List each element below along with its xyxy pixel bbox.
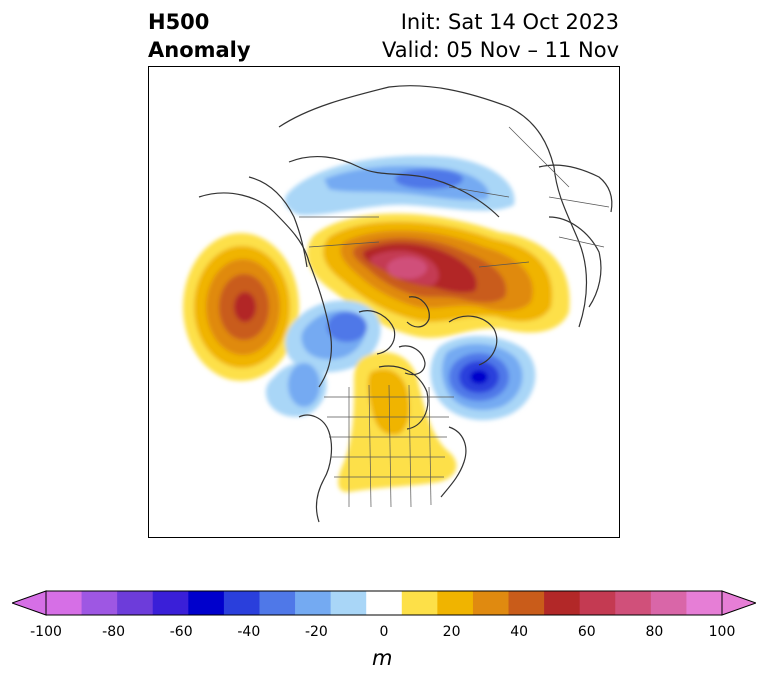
map-svg — [183, 85, 613, 523]
map-dates: Init: Sat 14 Oct 2023 Valid: 05 Nov – 11… — [382, 8, 619, 64]
trough-gulf-of-alaska — [285, 300, 381, 373]
colorbar-tick-label: -80 — [102, 624, 126, 640]
colorbar — [12, 590, 756, 616]
colorbar-segment — [615, 591, 652, 615]
anomaly-map — [148, 66, 620, 538]
colorbar-segment — [152, 591, 189, 615]
colorbar-tick-label: 100 — [708, 624, 736, 640]
variable-label: H500 — [148, 10, 210, 34]
coastlines — [198, 85, 613, 523]
colorbar-segment — [46, 591, 83, 615]
colorbar-tick-label: 60 — [577, 624, 596, 640]
colorbar-segment — [650, 591, 687, 615]
colorbar-segment — [686, 591, 723, 615]
colorbar-segment — [188, 591, 225, 615]
colorbar-ticks: -100 -80 -60 -40 -20 0 20 40 60 80 100 — [0, 624, 768, 644]
colorbar-tick-label: 0 — [379, 624, 389, 640]
trough-greenland-south — [430, 335, 536, 421]
colorbar-tick-label: -60 — [169, 624, 193, 640]
colorbar-segment — [401, 591, 438, 615]
colorbar-frame — [45, 590, 723, 616]
valid-range: Valid: 05 Nov – 11 Nov — [382, 38, 619, 62]
colorbar-segment — [366, 591, 403, 615]
colorbar-under-arrow — [12, 590, 47, 616]
colorbar-tick-label: 20 — [442, 624, 461, 640]
field-label: Anomaly — [148, 38, 251, 62]
trough-alaska-west — [265, 361, 327, 417]
colorbar-segment — [437, 591, 474, 615]
colorbar-segment — [579, 591, 616, 615]
colorbar-tick-label: -100 — [30, 624, 62, 640]
political-borders — [299, 126, 610, 508]
anomaly-fields — [183, 155, 570, 493]
ridge-north-pacific — [183, 233, 299, 381]
init-date: Init: Sat 14 Oct 2023 — [400, 10, 619, 34]
colorbar-tick-label: -40 — [237, 624, 261, 640]
colorbar-unit: m — [372, 646, 393, 670]
colorbar-over-arrow — [721, 590, 756, 616]
ridge-siberia-arctic — [306, 213, 570, 338]
colorbar-segment — [330, 591, 367, 615]
colorbar-segment — [508, 591, 545, 615]
colorbar-segment — [544, 591, 581, 615]
colorbar-tick-label: 40 — [510, 624, 529, 640]
colorbar-segment — [259, 591, 296, 615]
trough-north-siberia — [284, 155, 515, 216]
colorbar-segment — [117, 591, 154, 615]
colorbar-segment — [81, 591, 118, 615]
map-title: H500 Anomaly — [148, 8, 251, 64]
colorbar-segment — [223, 591, 260, 615]
colorbar-tick-label: 80 — [645, 624, 664, 640]
colorbar-segment — [295, 591, 332, 615]
colorbar-segment — [472, 591, 510, 615]
colorbar-tick-label: -20 — [304, 624, 328, 640]
